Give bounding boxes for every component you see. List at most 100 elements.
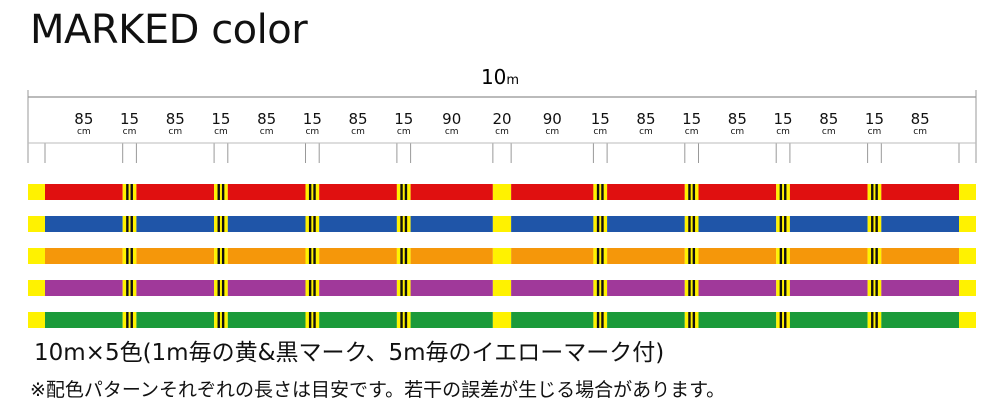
black-mark: [214, 248, 228, 264]
color-section: [227, 280, 306, 296]
black-mark: [122, 312, 137, 328]
color-section: [136, 184, 215, 200]
color-section: [319, 248, 397, 264]
color-section: [698, 280, 777, 296]
segment-length-label: 85: [819, 110, 838, 128]
segment-length-label: 20: [492, 110, 511, 128]
black-mark: [684, 184, 699, 200]
color-section: [410, 280, 493, 296]
segment-unit-label: cm: [260, 127, 274, 137]
segment-labels: 85cm15cm85cm15cm85cm15cm85cm15cm90cm20cm…: [74, 110, 929, 137]
black-mark-stripe: [130, 184, 133, 200]
black-mark-stripe: [217, 312, 220, 328]
black-mark: [305, 184, 320, 200]
black-mark: [867, 280, 882, 296]
segment-length-label: 90: [442, 110, 461, 128]
black-mark-stripe: [601, 184, 604, 200]
end-cap-yellow: [28, 280, 45, 296]
black-mark: [776, 312, 790, 328]
segment-unit-label: cm: [593, 127, 607, 137]
color-section: [789, 216, 868, 232]
black-mark-stripe: [779, 312, 783, 328]
black-mark: [776, 184, 790, 200]
black-mark-stripe: [692, 184, 696, 200]
end-cap-yellow: [959, 280, 976, 296]
color-section: [136, 248, 215, 264]
black-mark-stripe: [875, 280, 878, 296]
color-section: [698, 184, 777, 200]
black-mark-stripe: [596, 248, 600, 264]
segment-length-label: 85: [348, 110, 367, 128]
end-cap-yellow: [959, 248, 976, 264]
black-mark-stripe: [601, 248, 604, 264]
black-mark: [305, 248, 320, 264]
color-section: [511, 248, 594, 264]
yellow-mark: [492, 216, 512, 232]
black-mark: [214, 312, 228, 328]
segment-unit-label: cm: [868, 127, 882, 137]
total-length-dimension: 10m: [27, 65, 977, 163]
black-mark: [867, 184, 882, 200]
black-mark: [684, 248, 699, 264]
black-mark-stripe: [601, 312, 604, 328]
black-mark: [122, 248, 137, 264]
black-mark: [305, 312, 320, 328]
end-cap-yellow: [959, 184, 976, 200]
color-section: [227, 216, 306, 232]
yellow-mark: [492, 312, 512, 328]
black-mark-stripe: [221, 184, 225, 200]
black-mark-stripe: [130, 280, 133, 296]
black-mark-stripe: [400, 248, 403, 264]
yellow-mark: [492, 248, 512, 264]
black-mark-stripe: [779, 216, 783, 232]
black-mark-stripe: [126, 216, 129, 232]
black-mark-stripe: [692, 280, 696, 296]
color-section: [511, 280, 594, 296]
end-cap-yellow: [28, 312, 45, 328]
product-caption: 10m×5色(1m毎の黄&黒マーク、5m毎のイエローマーク付): [34, 340, 665, 366]
black-mark-stripe: [875, 312, 878, 328]
black-mark: [214, 280, 228, 296]
color-section: [789, 184, 868, 200]
black-mark-stripe: [404, 216, 408, 232]
segment-unit-label: cm: [214, 127, 228, 137]
black-mark-stripe: [784, 312, 787, 328]
black-mark: [214, 216, 228, 232]
color-section: [607, 184, 685, 200]
black-mark-stripe: [779, 248, 783, 264]
black-mark-stripe: [130, 312, 133, 328]
black-mark: [684, 216, 699, 232]
total-length-unit: m: [506, 73, 519, 88]
black-mark-stripe: [779, 280, 783, 296]
segment-unit-label: cm: [445, 127, 459, 137]
color-section: [136, 280, 215, 296]
segment-unit-label: cm: [822, 127, 836, 137]
segment-length-label: 85: [166, 110, 185, 128]
color-section: [881, 312, 959, 328]
color-pattern-diagram: 10m 85cm15cm85cm15cm85cm15cm85cm15cm90cm…: [27, 65, 977, 328]
black-mark-stripe: [692, 312, 696, 328]
black-mark-stripe: [217, 280, 220, 296]
color-section: [698, 312, 777, 328]
black-mark-stripe: [596, 216, 600, 232]
black-mark: [396, 312, 411, 328]
color-section: [410, 312, 493, 328]
black-mark-stripe: [217, 248, 220, 264]
segment-unit-label: cm: [913, 127, 927, 137]
color-section: [45, 248, 123, 264]
black-mark-stripe: [308, 248, 312, 264]
color-section: [881, 280, 959, 296]
segment-length-label: 15: [774, 110, 793, 128]
black-mark-stripe: [784, 280, 787, 296]
color-section: [607, 216, 685, 232]
segment-dimension-lines: [28, 142, 976, 163]
segment-length-label: 15: [211, 110, 230, 128]
black-mark-stripe: [688, 216, 691, 232]
color-section: [789, 312, 868, 328]
color-section: [136, 216, 215, 232]
color-section: [45, 184, 123, 200]
black-mark-stripe: [871, 280, 874, 296]
color-section: [319, 184, 397, 200]
black-mark: [776, 216, 790, 232]
color-section: [136, 312, 215, 328]
